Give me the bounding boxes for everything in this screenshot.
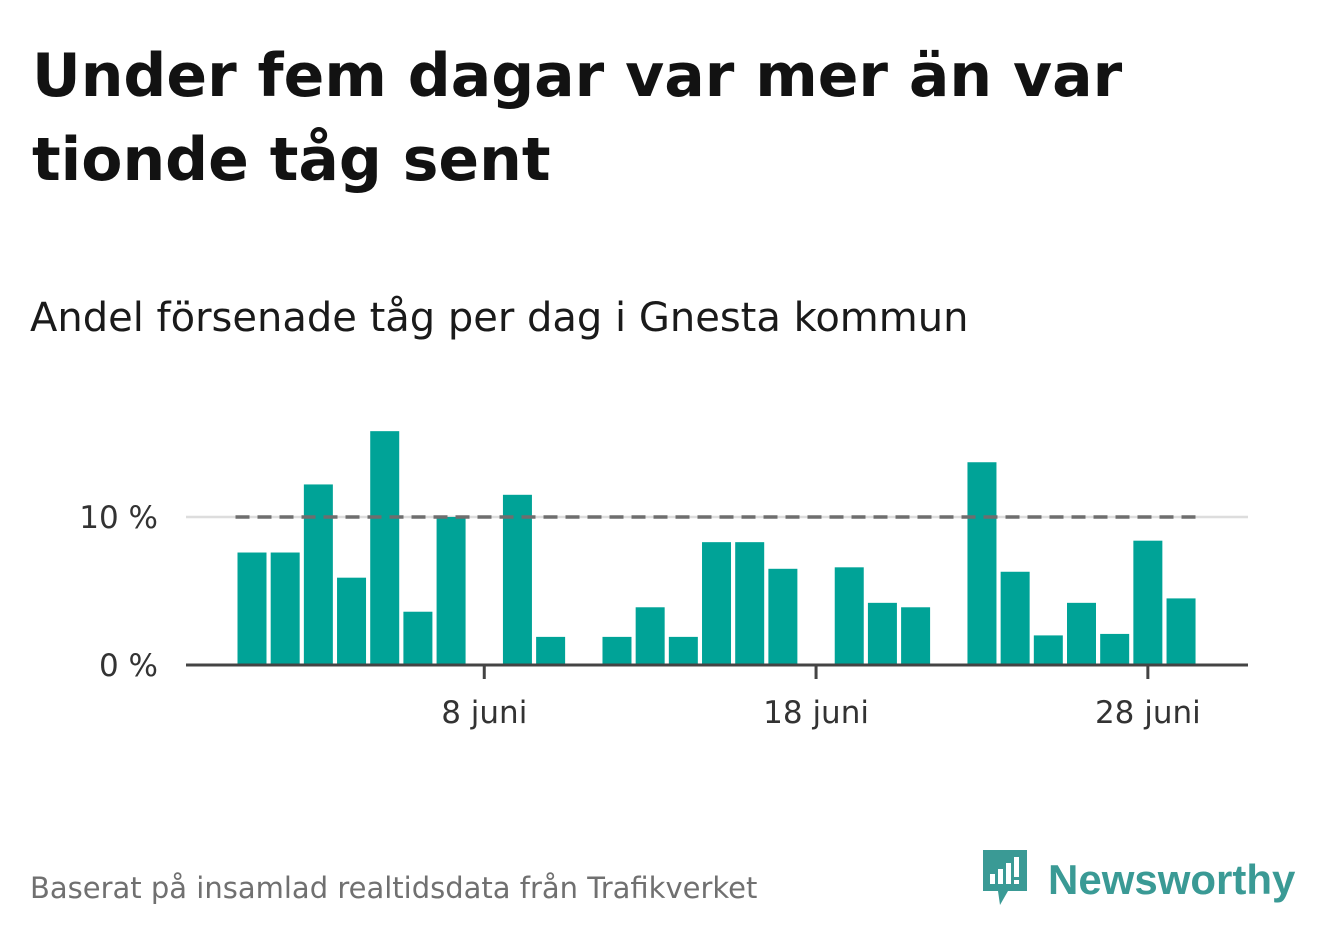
source-note: Baserat på insamlad realtidsdata från Tr… [30, 871, 758, 905]
bar [1000, 571, 1030, 665]
bar [1033, 635, 1063, 665]
bar [834, 567, 864, 665]
axis-layer: 0 % 10 % 8 juni 18 juni 28 juni [79, 500, 1248, 731]
bar [668, 636, 698, 665]
x-tick-label: 8 juni [441, 695, 527, 731]
bar [735, 542, 765, 665]
bar [436, 517, 466, 665]
brand-name: Newsworthy [1048, 856, 1296, 903]
bar [270, 552, 300, 665]
bar [337, 577, 367, 665]
x-tick-label: 18 juni [763, 695, 869, 731]
bar [1100, 633, 1130, 665]
bar [1166, 598, 1196, 665]
bar [370, 431, 400, 665]
bar [1133, 540, 1163, 665]
bar [502, 494, 532, 665]
bar [702, 542, 732, 665]
bar [403, 611, 433, 665]
bar [768, 568, 798, 665]
bar [635, 607, 665, 665]
bar [536, 636, 566, 665]
bar [1067, 602, 1096, 665]
bar [901, 607, 931, 665]
chart-title: Under fem dagar var mer än var tionde tå… [32, 41, 1123, 195]
bar-chart: 0 % 10 % 8 juni 18 juni 28 juni [79, 431, 1248, 731]
y-tick-label: 10 % [79, 500, 158, 536]
bar [602, 636, 632, 665]
bar [867, 602, 897, 665]
chart-subtitle: Andel försenade tåg per dag i Gnesta kom… [30, 295, 969, 341]
brand-logo: Newsworthy [980, 848, 1295, 912]
x-tick-label: 28 juni [1095, 695, 1201, 731]
bars-layer [237, 431, 1196, 665]
y-tick-label: 0 % [99, 648, 158, 684]
bar [237, 552, 267, 665]
bar [303, 484, 333, 665]
newsworthy-logo-icon [980, 847, 1030, 913]
bar [967, 462, 997, 665]
